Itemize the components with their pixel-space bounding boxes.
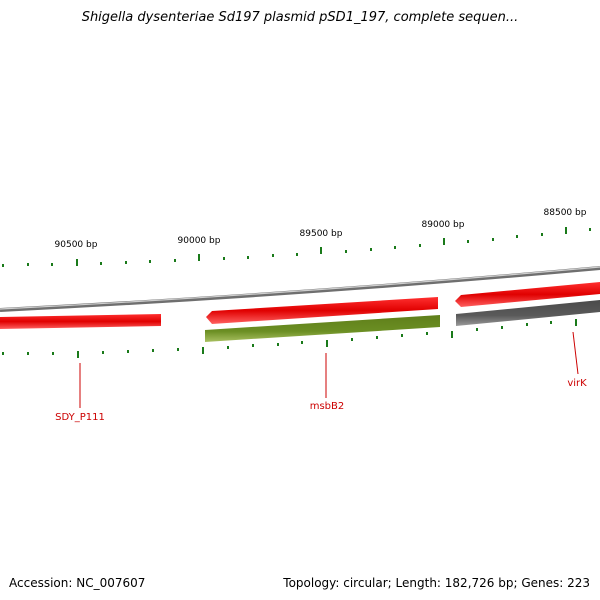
- gene-label-virk[interactable]: virK: [567, 378, 587, 389]
- ruler-label-89500: 89500 bp: [300, 229, 343, 239]
- gene-label-msbb2[interactable]: msbB2: [310, 401, 345, 412]
- accession-text: Accession: NC_007607: [9, 576, 146, 590]
- gene-sdy-p111-arrow[interactable]: [0, 314, 161, 329]
- ruler-label-90500: 90500 bp: [55, 240, 98, 250]
- plasmid-backbone-highlight: [0, 266, 600, 310]
- gene-virk-neighbor-arrow[interactable]: [455, 282, 600, 307]
- ruler-label-89000: 89000 bp: [422, 220, 465, 230]
- upper-ruler-ticks: [2, 227, 591, 267]
- topology-text: Topology: circular; Length: 182,726 bp; …: [283, 576, 590, 590]
- lower-ruler-ticks: [2, 319, 577, 358]
- map-title: Shigella dysenteriae Sd197 plasmid pSD1_…: [81, 10, 519, 25]
- plasmid-backbone: [0, 266, 600, 312]
- gene-label-sdy-p111[interactable]: SDY_P111: [55, 412, 105, 423]
- gene-msbb2-arrow[interactable]: [205, 315, 440, 342]
- gene-virk-arrow[interactable]: [456, 300, 600, 326]
- gene-msbb2-neighbor-arrow[interactable]: [206, 297, 438, 324]
- ruler-label-90000: 90000 bp: [178, 236, 221, 246]
- ruler-label-88500: 88500 bp: [544, 208, 587, 218]
- gene-label-line-virk: [572, 331, 579, 375]
